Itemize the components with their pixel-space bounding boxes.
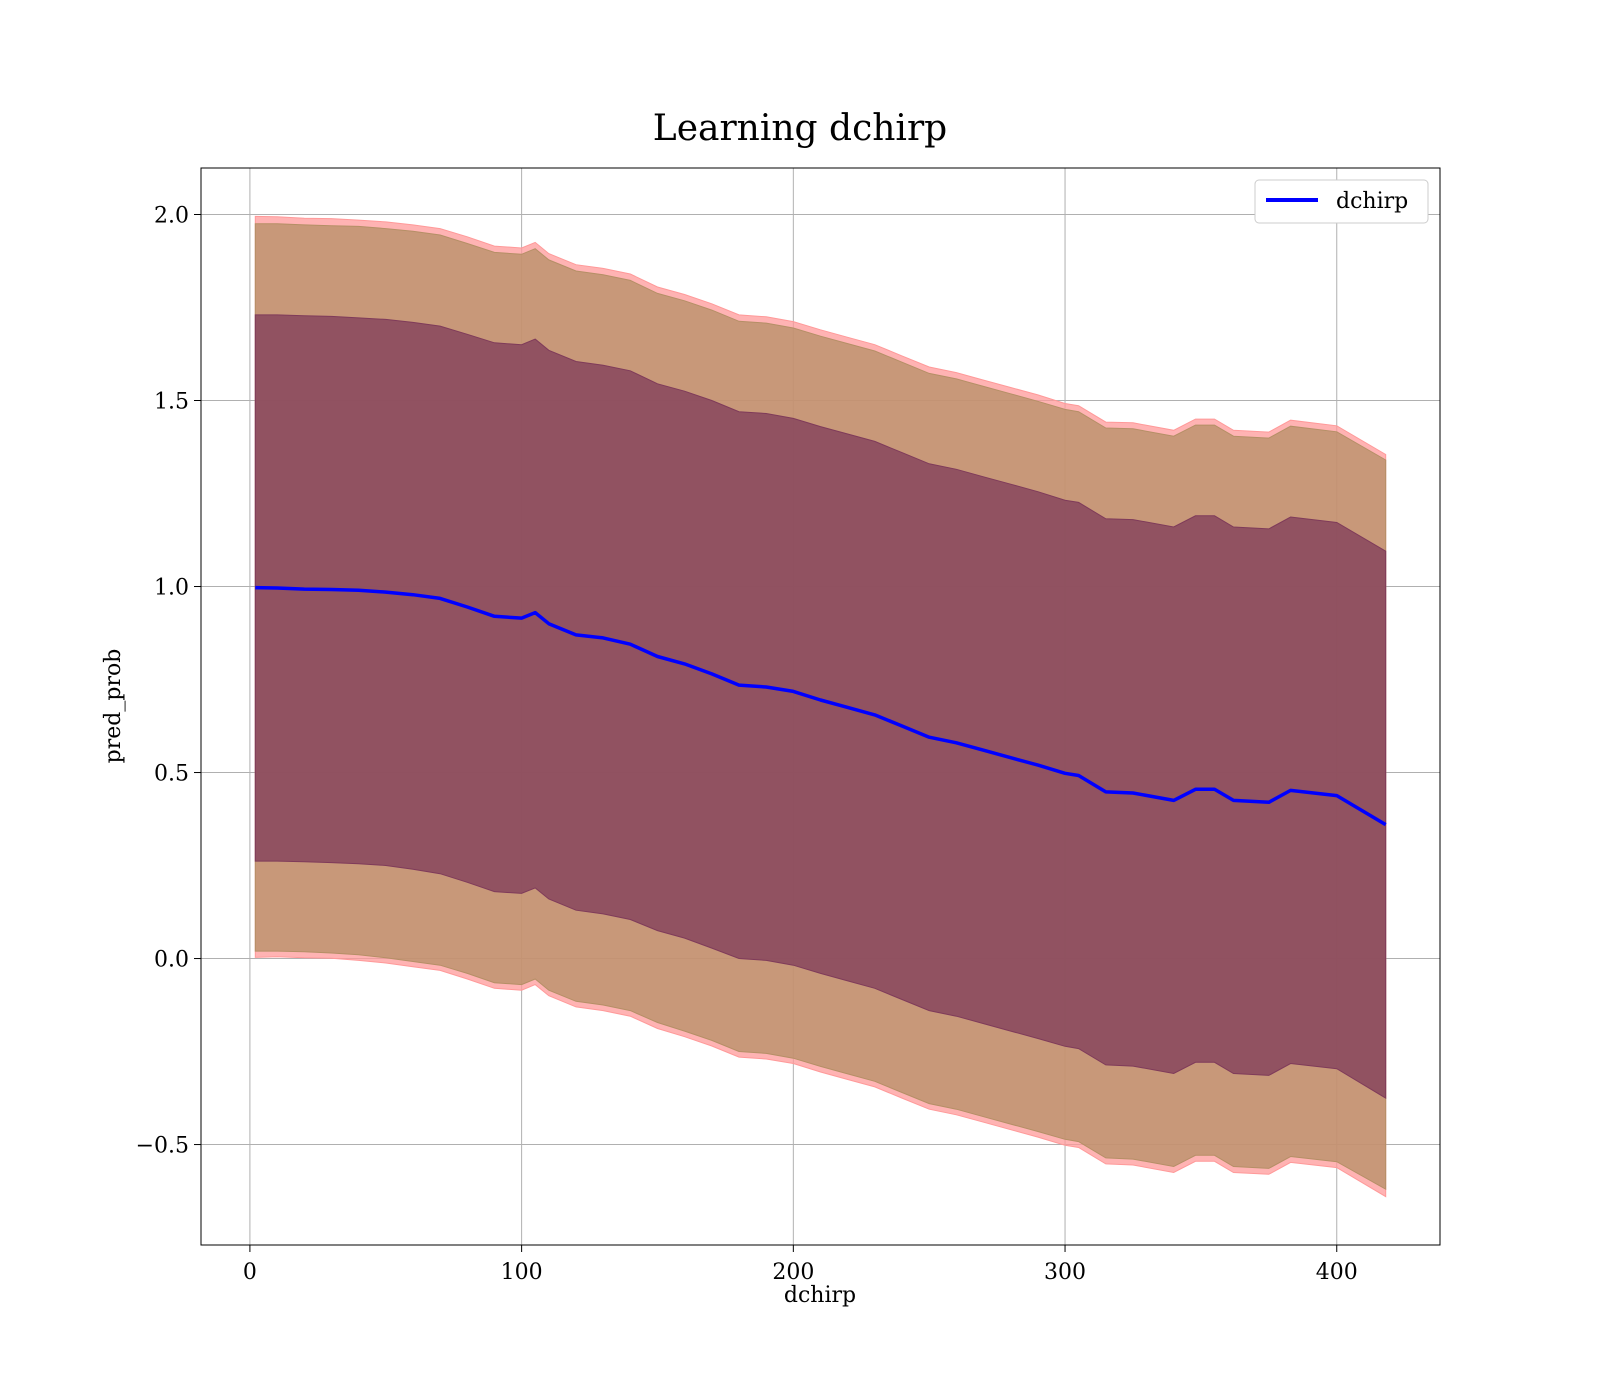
confidence-band-2 <box>254 314 1387 1099</box>
x-tick-label: 0 <box>243 1260 257 1285</box>
confidence-bands <box>254 215 1387 1198</box>
legend-label-dchirp: dchirp <box>1336 189 1408 214</box>
y-tick-label: 1.5 <box>154 390 189 415</box>
axis-ticks: 0 100 200 300 400 −0.5 0.0 0.5 1.0 1.5 2.0 <box>136 204 1358 1285</box>
y-tick-label: 0.5 <box>154 762 189 787</box>
y-tick-label: 0.0 <box>154 948 189 973</box>
y-tick-label: 2.0 <box>154 204 189 229</box>
series-lines <box>255 585 1387 827</box>
y-tick-label: 1.0 <box>154 576 189 601</box>
chart-title: Learning dchirp <box>653 108 947 149</box>
y-axis-label: pred_prob <box>101 649 126 764</box>
x-tick-label: 300 <box>1044 1260 1086 1285</box>
legend: dchirp <box>1254 179 1429 224</box>
x-tick-label: 400 <box>1316 1260 1358 1285</box>
plot-frame <box>200 167 1441 1246</box>
x-tick-label: 200 <box>772 1260 814 1285</box>
series-line-dchirp <box>255 585 1387 827</box>
y-tick-label: −0.5 <box>136 1134 189 1159</box>
x-tick-label: 100 <box>501 1260 543 1285</box>
legend-box <box>1254 179 1429 224</box>
x-axis-label: dchirp <box>784 1283 856 1308</box>
